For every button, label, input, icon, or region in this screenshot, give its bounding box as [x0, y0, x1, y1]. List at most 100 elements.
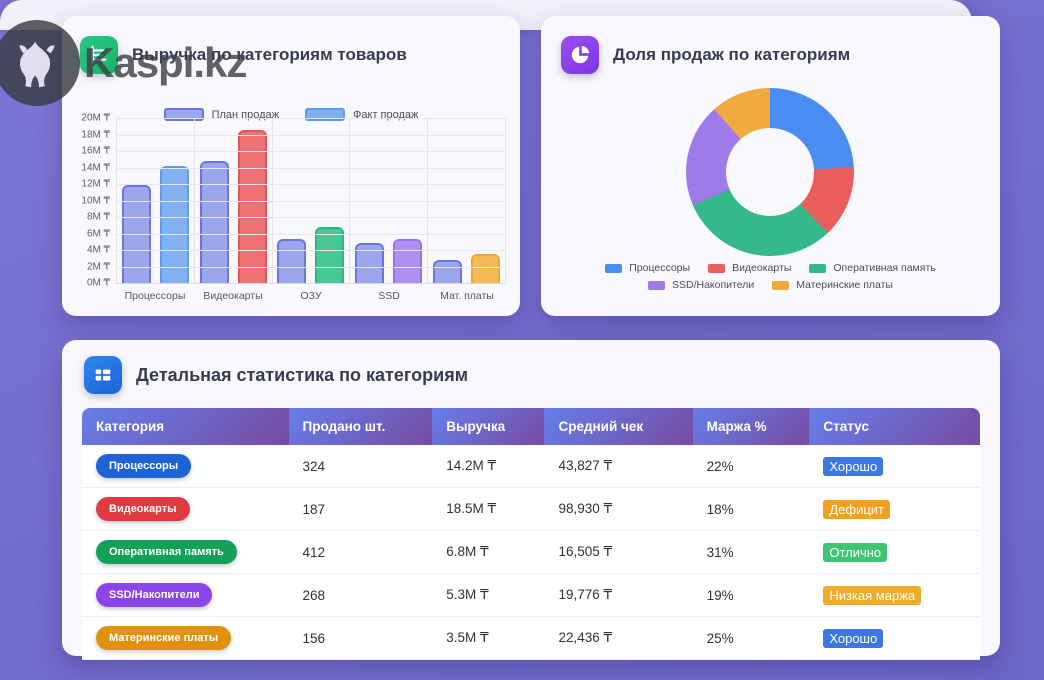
x-axis-label: Мат. платы	[440, 290, 494, 302]
gridline	[116, 217, 505, 218]
bar-group	[193, 118, 272, 283]
revenue-chart-card: Выручка по категориям товаров План прода…	[62, 16, 520, 316]
revenue-cell: 18.5M ₸	[432, 487, 545, 531]
legend-label: SSD/Накопители	[672, 279, 755, 291]
avg-check-cell: 19,776 ₸	[544, 573, 693, 617]
x-axis-label: SSD	[378, 290, 400, 302]
legend-label: Материнские платы	[796, 279, 893, 291]
category-cell: Оперативная память	[82, 530, 289, 574]
status-badge: Хорошо	[823, 628, 884, 648]
gridline	[116, 184, 505, 185]
category-badge: Процессоры	[96, 454, 192, 478]
bar-chart-y-axis: 0M ₸ 2M ₸ 4M ₸ 6M ₸ 8M ₸ 10M ₸ 12M ₸ 14M ₸ 16M ₸…	[74, 113, 112, 289]
legend-swatch	[809, 263, 827, 273]
gridline	[116, 200, 505, 202]
x-axis-label: ОЗУ	[300, 290, 322, 302]
status-cell: Хорошо	[809, 445, 980, 488]
y-tick-label: 18M ₸	[81, 129, 110, 140]
plan-bar	[277, 239, 307, 283]
legend-item: План продаж	[163, 108, 280, 121]
y-tick-label: 0M ₸	[86, 277, 110, 289]
status-badge: Дефицит	[823, 499, 890, 519]
sold-cell: 412	[288, 530, 433, 574]
legend-item: Факт продаж	[305, 108, 418, 121]
status-badge: Отлично	[823, 542, 888, 562]
status-cell: Отлично	[809, 530, 980, 574]
status-badge: Низкая маржа	[823, 585, 922, 605]
status-cell: Низкая маржа	[809, 573, 980, 617]
avg-check-cell: 43,827 ₸	[544, 445, 693, 488]
gridline	[116, 151, 505, 152]
category-cell: Материнские платы	[82, 616, 289, 660]
legend-swatch	[163, 108, 204, 121]
table-row: Оперативная память 412 6.8M ₸ 16,505 ₸ 31% От…	[82, 530, 980, 574]
avg-check-cell: 22,436 ₸	[544, 616, 693, 660]
table-row: Материнские платы 156 3.5M ₸ 22,436 ₸ 25% Хор…	[82, 616, 980, 660]
column-header: Продано шт.	[288, 408, 433, 445]
legend-swatch	[772, 280, 790, 290]
gridline	[116, 266, 505, 268]
fact-bar	[315, 226, 345, 283]
y-tick-label: 2M ₸	[86, 261, 110, 272]
legend-label: Оперативная память	[833, 262, 936, 274]
bar-chart-icon	[80, 36, 118, 74]
table-row: SSD/Накопители 268 5.3M ₸ 19,776 ₸ 19% Низкая…	[82, 573, 980, 617]
stats-table-body: Процессоры 324 14.2M ₸ 43,827 ₸ 22% Хорошо Вид…	[82, 445, 980, 660]
category-cell: Видеокарты	[82, 487, 289, 531]
category-cell: Процессоры	[82, 445, 289, 488]
y-tick-label: 8M ₸	[86, 211, 110, 223]
plan-bar	[433, 259, 463, 283]
bar-chart-x-axis: Процессоры Видеокарты ОЗУ SSD Мат. платы	[116, 290, 506, 302]
y-tick-label: 12M ₸	[81, 178, 110, 190]
fact-bar	[393, 239, 423, 283]
y-tick-label: 14M ₸	[81, 162, 110, 173]
stats-table: Категория Продано шт. Выручка Средний чек Ма…	[82, 408, 980, 660]
revenue-cell: 3.5M ₸	[432, 616, 545, 660]
legend-swatch	[708, 263, 726, 273]
stats-card-title: Детальная статистика по категориям	[136, 364, 469, 385]
sold-cell: 324	[288, 445, 433, 488]
revenue-card-header: Выручка по категориям товаров	[80, 36, 407, 74]
fact-bar	[471, 254, 501, 283]
bar-chart-legend: План продаж Факт продаж	[62, 108, 520, 121]
margin-cell: 22%	[692, 445, 810, 488]
gridline	[116, 233, 505, 235]
legend-label: Факт продаж	[353, 108, 419, 121]
margin-cell: 19%	[692, 573, 810, 617]
column-header: Выручка	[432, 408, 545, 445]
legend-label: Процессоры	[629, 262, 691, 274]
gridline	[116, 118, 505, 119]
status-cell: Хорошо	[809, 616, 980, 660]
avg-check-cell: 16,505 ₸	[544, 530, 693, 574]
column-header: Категория	[82, 408, 289, 445]
y-tick-label: 20M ₸	[81, 112, 110, 124]
category-badge: Оперативная память	[96, 540, 237, 564]
stats-table-card: Детальная статистика по категориям Катег…	[62, 340, 1000, 660]
category-cell: SSD/Накопители	[82, 573, 289, 617]
table-icon	[84, 356, 122, 394]
sold-cell: 187	[288, 487, 433, 531]
category-badge: Видеокарты	[96, 497, 190, 521]
legend-label: План продаж	[211, 108, 280, 121]
y-tick-label: 6M ₸	[86, 228, 110, 239]
bar-chart-plot	[116, 118, 506, 284]
revenue-card-title: Выручка по категориям товаров	[132, 45, 407, 64]
gridline	[116, 250, 505, 251]
legend-swatch	[648, 280, 665, 290]
margin-cell: 18%	[692, 487, 810, 531]
pie-chart-icon	[561, 36, 599, 74]
y-tick-label: 4M ₸	[86, 244, 110, 256]
legend-swatch	[305, 108, 346, 121]
gridline	[116, 134, 505, 136]
legend-item: Процессоры	[605, 262, 690, 274]
share-card-title: Доля продаж по категориям	[613, 45, 851, 64]
stats-table-header-row: Категория Продано шт. Выручка Средний чек Ма…	[82, 408, 980, 445]
column-header: Средний чек	[544, 408, 693, 445]
category-badge: SSD/Накопители	[96, 583, 213, 607]
donut-chart	[686, 88, 854, 256]
legend-item: Видеокарты	[708, 262, 791, 274]
column-header: Маржа %	[692, 408, 810, 445]
donut-hole	[726, 128, 814, 216]
legend-item: Материнские платы	[772, 279, 893, 291]
table-row: Процессоры 324 14.2M ₸ 43,827 ₸ 22% Хорошо	[82, 445, 980, 488]
